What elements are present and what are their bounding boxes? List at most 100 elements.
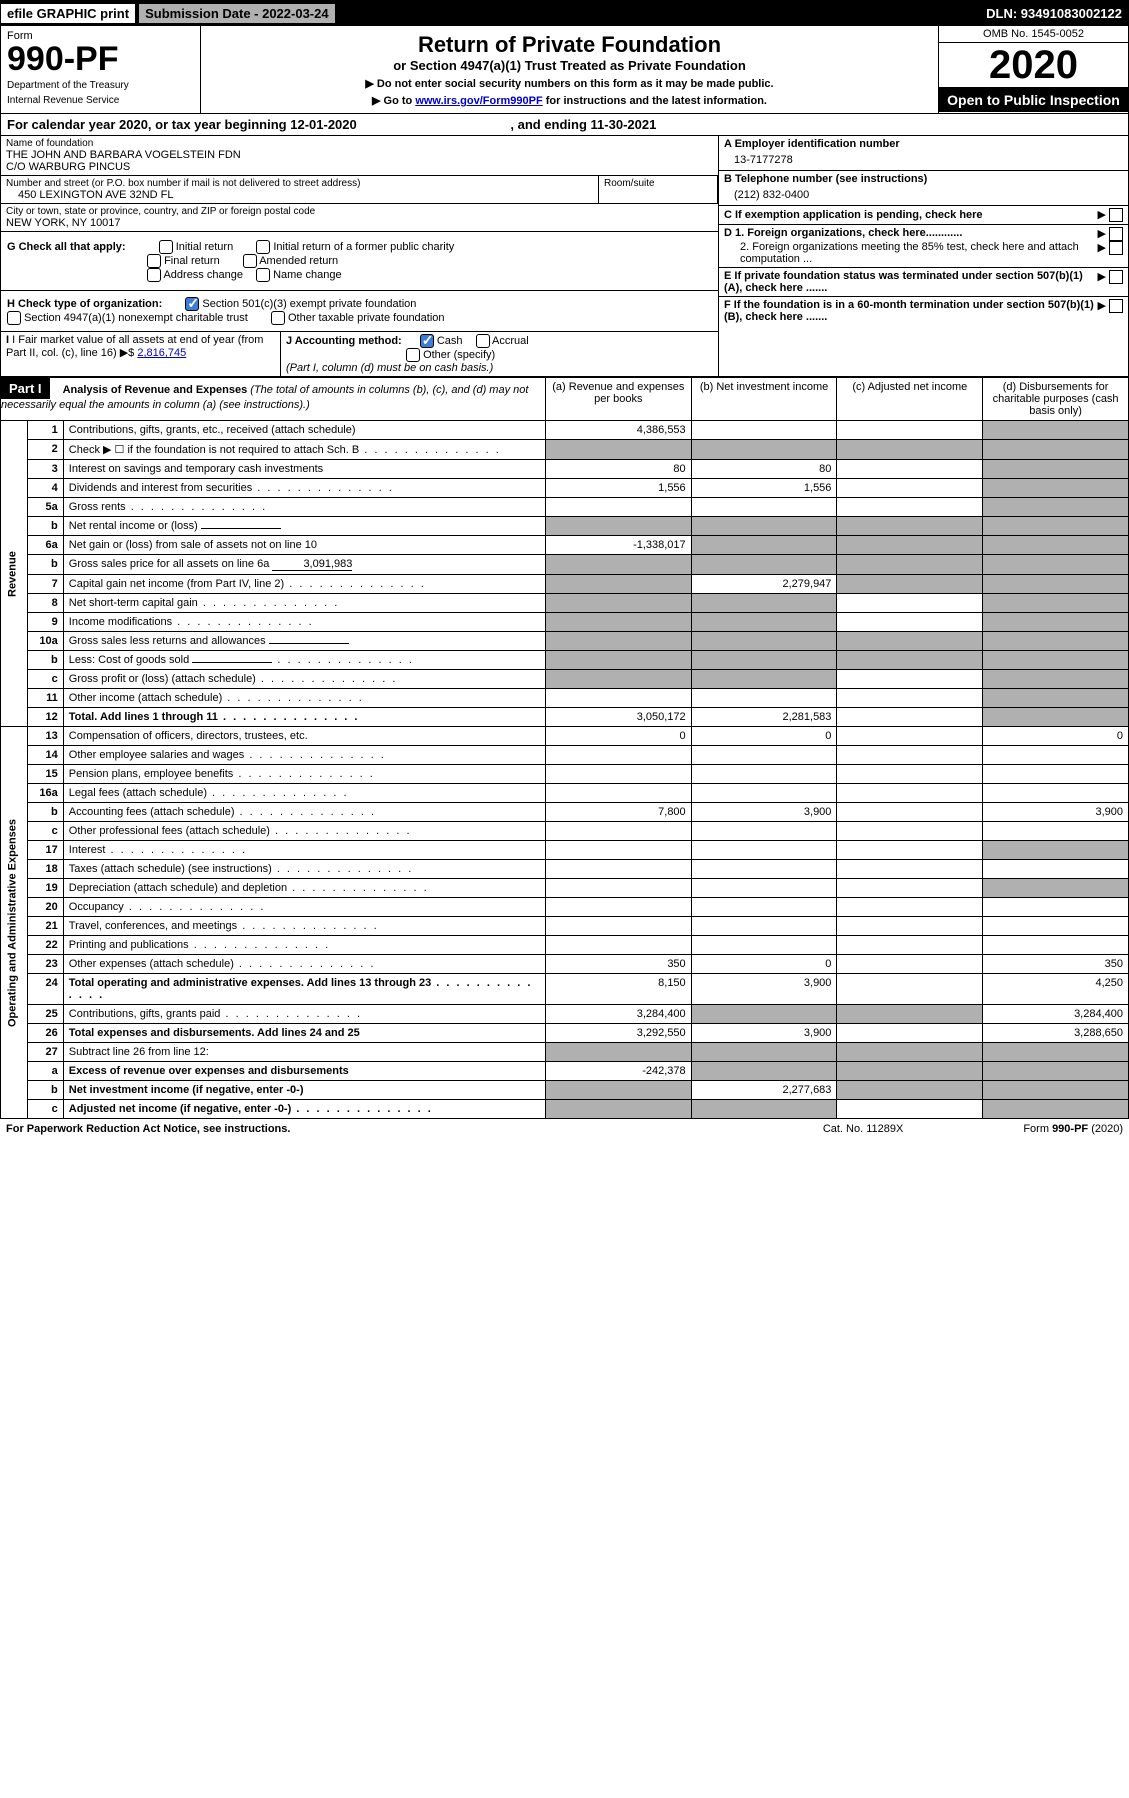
chk-other-method[interactable] (406, 348, 420, 362)
instr-pre: ▶ Go to (372, 95, 415, 107)
cell-7-a (545, 575, 691, 594)
cell-1-b (691, 421, 837, 440)
i-label: I (6, 334, 9, 346)
cell-9-b (691, 613, 837, 632)
g-label: G Check all that apply: (7, 241, 126, 253)
chk-addr-change[interactable] (147, 268, 161, 282)
cell-12-a: 3,050,172 (545, 708, 691, 727)
opt-final: Final return (164, 255, 220, 267)
line-description: Printing and publications (63, 936, 545, 955)
cell-13-b: 0 (691, 727, 837, 746)
line-number: 19 (27, 879, 63, 898)
cal-end: 11-30-2021 (591, 117, 657, 132)
foundation-name-1: THE JOHN AND BARBARA VOGELSTEIN FDN (6, 149, 713, 161)
cell-c-d (983, 670, 1129, 689)
line-description: Other expenses (attach schedule) (63, 955, 545, 974)
cell-11-a (545, 689, 691, 708)
cell-14-b (691, 746, 837, 765)
cell-b-c (837, 555, 983, 575)
chk-f[interactable] (1109, 299, 1123, 313)
line-description: Gross profit or (loss) (attach schedule) (63, 670, 545, 689)
city-state-zip: NEW YORK, NY 10017 (6, 217, 713, 229)
cell-4-b: 1,556 (691, 479, 837, 498)
cell-9-a (545, 613, 691, 632)
line-number: 20 (27, 898, 63, 917)
cell-11-d (983, 689, 1129, 708)
line-number: 13 (27, 727, 63, 746)
room-label: Room/suite (604, 178, 712, 189)
opt-4947: Section 4947(a)(1) nonexempt charitable … (24, 312, 248, 324)
cell-27-a (545, 1043, 691, 1062)
cell-10a-a (545, 632, 691, 651)
form990pf-link[interactable]: www.irs.gov/Form990PF (415, 95, 542, 107)
line-number: 21 (27, 917, 63, 936)
chk-initial-return[interactable] (159, 240, 173, 254)
fmv-value[interactable]: 2,816,745 (137, 347, 186, 359)
cell-12-d (983, 708, 1129, 727)
chk-exemption[interactable] (1109, 208, 1123, 222)
chk-e[interactable] (1109, 270, 1123, 284)
form-header: Form 990-PF Department of the Treasury I… (0, 26, 1129, 114)
cell-a-d (983, 1062, 1129, 1081)
cell-b-c (837, 1081, 983, 1100)
cell-b-b (691, 517, 837, 536)
cell-26-a: 3,292,550 (545, 1024, 691, 1043)
cell-2-d (983, 440, 1129, 460)
chk-501c3[interactable] (185, 297, 199, 311)
efile-badge[interactable]: efile GRAPHIC print (1, 4, 135, 23)
line-description: Less: Cost of goods sold (63, 651, 545, 670)
line-number: 8 (27, 594, 63, 613)
cell-8-a (545, 594, 691, 613)
cell-27-d (983, 1043, 1129, 1062)
opt-initial-public: Initial return of a former public charit… (273, 241, 454, 253)
cell-13-d: 0 (983, 727, 1129, 746)
cell-15-a (545, 765, 691, 784)
f-label: F If the foundation is in a 60-month ter… (724, 299, 1097, 323)
expenses-section-label: Operating and Administrative Expenses (1, 727, 28, 1119)
line-description: Contributions, gifts, grants paid (63, 1005, 545, 1024)
col-c-head: (c) Adjusted net income (837, 378, 983, 421)
line-description: Total expenses and disbursements. Add li… (63, 1024, 545, 1043)
cell-1-c (837, 421, 983, 440)
chk-name-change[interactable] (256, 268, 270, 282)
cell-16a-a (545, 784, 691, 803)
line-number: 11 (27, 689, 63, 708)
line-description: Adjusted net income (if negative, enter … (63, 1100, 545, 1119)
line-description: Other employee salaries and wages (63, 746, 545, 765)
cell-14-d (983, 746, 1129, 765)
cell-11-b (691, 689, 837, 708)
cell-b-b (691, 651, 837, 670)
part1-table: Part I Analysis of Revenue and Expenses … (0, 377, 1129, 1119)
cell-15-b (691, 765, 837, 784)
cell-21-c (837, 917, 983, 936)
chk-4947[interactable] (7, 311, 21, 325)
cell-6a-c (837, 536, 983, 555)
chk-accrual[interactable] (476, 334, 490, 348)
chk-final-return[interactable] (147, 254, 161, 268)
line-description: Occupancy (63, 898, 545, 917)
line-description: Pension plans, employee benefits (63, 765, 545, 784)
cell-18-a (545, 860, 691, 879)
line-number: c (27, 1100, 63, 1119)
opt-accrual: Accrual (492, 335, 529, 347)
chk-other-taxable[interactable] (271, 311, 285, 325)
cell-19-c (837, 879, 983, 898)
line-number: 1 (27, 421, 63, 440)
cell-b-a (545, 651, 691, 670)
cell-24-b: 3,900 (691, 974, 837, 1005)
chk-cash[interactable] (420, 334, 434, 348)
line-number: c (27, 822, 63, 841)
cell-c-c (837, 1100, 983, 1119)
chk-amended[interactable] (243, 254, 257, 268)
cell-25-a: 3,284,400 (545, 1005, 691, 1024)
form-title: Return of Private Foundation (209, 32, 930, 58)
cell-4-d (983, 479, 1129, 498)
chk-d1[interactable] (1109, 227, 1123, 241)
line-number: 27 (27, 1043, 63, 1062)
instr-ssn: ▶ Do not enter social security numbers o… (209, 77, 930, 90)
dept-irs: Internal Revenue Service (7, 95, 194, 106)
cell-15-c (837, 765, 983, 784)
chk-initial-public[interactable] (256, 240, 270, 254)
chk-d2[interactable] (1109, 241, 1123, 255)
submission-date: Submission Date - 2022-03-24 (139, 4, 335, 23)
